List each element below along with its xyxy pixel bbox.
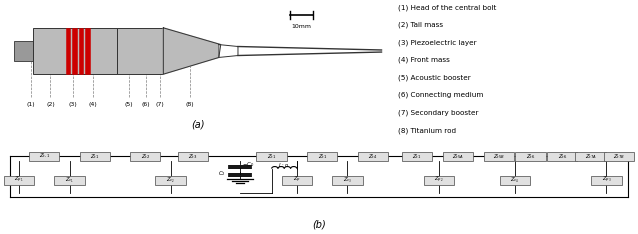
Text: $Z_{c_2}$: $Z_{c_2}$ [166, 176, 175, 185]
Bar [484, 152, 514, 161]
Bar [72, 28, 77, 74]
Text: $Z_{c_3}$: $Z_{c_3}$ [343, 176, 352, 185]
Text: (3): (3) [69, 102, 78, 107]
Bar [516, 152, 545, 161]
Bar [29, 152, 59, 161]
Bar [85, 28, 90, 74]
Bar [547, 152, 577, 161]
Bar [78, 28, 84, 74]
Text: $Z_{p_1}$: $Z_{p_1}$ [14, 175, 24, 185]
Bar [14, 41, 33, 61]
Bar [575, 152, 605, 161]
Text: (8): (8) [186, 102, 195, 107]
Text: $Z_{p_3}$: $Z_{p_3}$ [602, 175, 611, 185]
Bar [156, 176, 186, 185]
Text: $Z_{t1}$: $Z_{t1}$ [267, 152, 276, 161]
Text: $Z_{c_4}$: $Z_{c_4}$ [510, 176, 519, 185]
Text: (6): (6) [142, 102, 151, 107]
Bar [256, 152, 287, 161]
Text: (a): (a) [191, 120, 205, 129]
Text: (4): (4) [88, 102, 97, 107]
Text: $Z_p$: $Z_p$ [293, 175, 301, 185]
Text: $Z_{t1}$: $Z_{t1}$ [318, 152, 327, 161]
Bar [54, 176, 85, 185]
Bar [33, 28, 117, 74]
Text: (3) Piezoelectric layer: (3) Piezoelectric layer [398, 39, 477, 46]
Text: (6) Connecting medium: (6) Connecting medium [398, 92, 484, 99]
Bar [604, 152, 634, 161]
Text: (1) Head of the central bolt: (1) Head of the central bolt [398, 4, 496, 11]
Text: (1): (1) [27, 102, 36, 107]
Bar [500, 176, 530, 185]
Text: $Z_{t7A}$: $Z_{t7A}$ [584, 152, 597, 161]
Bar [4, 176, 34, 185]
Text: $Z_{t1}$: $Z_{t1}$ [90, 152, 100, 161]
Text: 10mm: 10mm [291, 24, 311, 29]
Bar [443, 152, 473, 161]
Text: $Z_{p_2}$: $Z_{p_2}$ [434, 175, 444, 185]
Bar [282, 176, 312, 185]
Bar [66, 28, 70, 74]
Text: $-C_0$: $-C_0$ [242, 160, 254, 169]
Text: (8) Titanium rod: (8) Titanium rod [398, 127, 456, 134]
Text: (2) Tail mass: (2) Tail mass [398, 22, 443, 28]
Bar [117, 28, 163, 74]
Text: (b): (b) [312, 220, 326, 230]
Bar [591, 176, 621, 185]
Polygon shape [219, 44, 238, 57]
Text: $Z_{t5A}$: $Z_{t5A}$ [452, 152, 464, 161]
Text: $Z_{t7B}$: $Z_{t7B}$ [613, 152, 625, 161]
Bar [424, 176, 454, 185]
Text: (7): (7) [155, 102, 164, 107]
Text: $Z_{t6}$: $Z_{t6}$ [526, 152, 535, 161]
Text: (5) Acoustic booster: (5) Acoustic booster [398, 74, 471, 81]
Bar [357, 152, 388, 161]
Text: $Z_{t2}$: $Z_{t2}$ [141, 152, 150, 161]
Text: $C_2$: $C_2$ [218, 169, 226, 178]
Text: (2): (2) [46, 102, 55, 107]
Text: $Z_{t1}$: $Z_{t1}$ [412, 152, 422, 161]
Text: (7) Secondary booster: (7) Secondary booster [398, 110, 478, 116]
Text: $Z_{t5B}$: $Z_{t5B}$ [493, 152, 505, 161]
Bar [402, 152, 432, 161]
Text: $L:n$: $L:n$ [278, 161, 290, 169]
Bar [130, 152, 161, 161]
Text: $Z_{c_1}$: $Z_{c_1}$ [65, 176, 74, 185]
Bar [307, 152, 338, 161]
Bar [332, 176, 362, 185]
Polygon shape [163, 28, 221, 74]
Text: $Z_{t4}$: $Z_{t4}$ [368, 152, 377, 161]
Text: $Z_{t,1}$: $Z_{t,1}$ [39, 152, 50, 160]
Bar [80, 152, 110, 161]
Text: $Z_{t3}$: $Z_{t3}$ [188, 152, 197, 161]
Text: $Z_{t6}$: $Z_{t6}$ [558, 152, 567, 161]
Text: (5): (5) [124, 102, 133, 107]
Text: (4) Front mass: (4) Front mass [398, 57, 450, 63]
Bar [177, 152, 208, 161]
